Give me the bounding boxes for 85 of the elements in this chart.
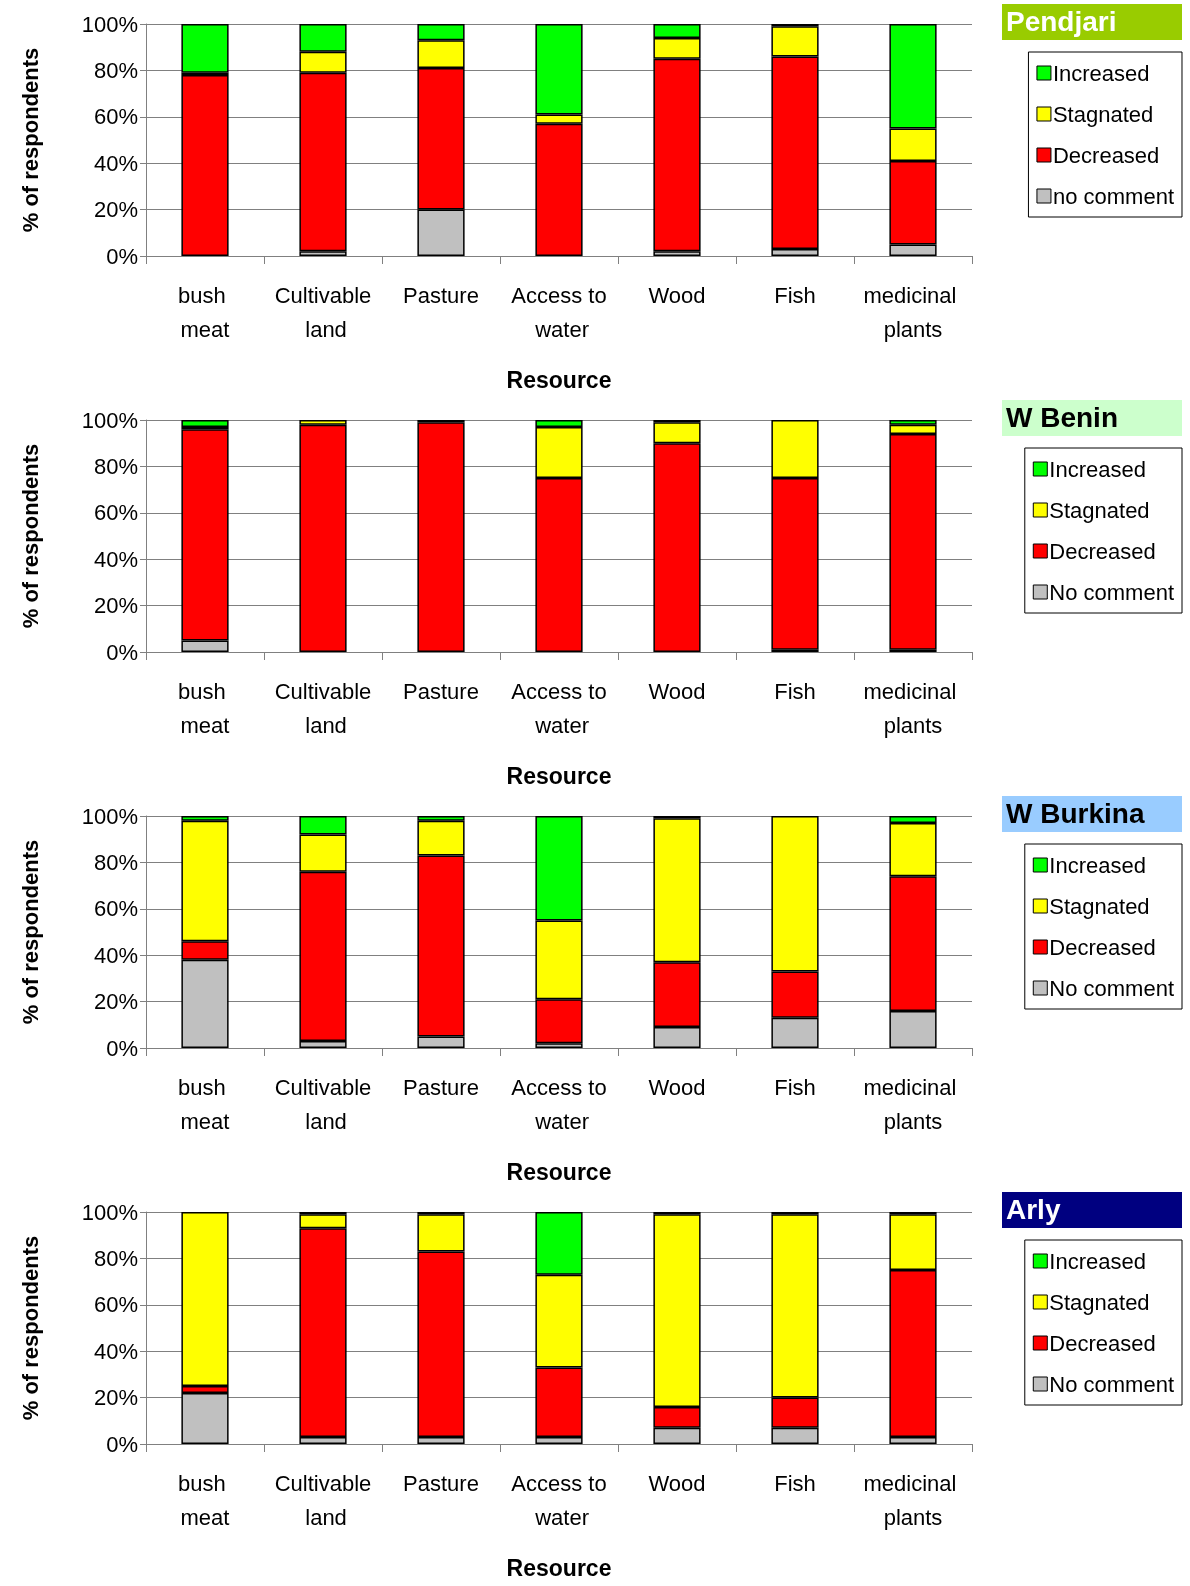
x-axis-title: Resource <box>506 1554 612 1581</box>
legend-title: W Benin <box>1002 400 1182 436</box>
y-tick-label: 20% <box>93 593 138 619</box>
x-axis-title: Resource <box>506 1158 612 1185</box>
x-tick-label: medicinal plants <box>863 1074 963 1134</box>
legend-label: No comment <box>1049 1371 1175 1397</box>
y-tick-label: 100% <box>81 11 138 37</box>
y-axis-title: % of respondents <box>17 839 43 1025</box>
y-tick-label: 60% <box>93 896 138 922</box>
x-tick-label: Access to water <box>511 678 607 738</box>
y-tick-label: 0% <box>106 243 138 269</box>
legend-label: No comment <box>1049 579 1175 605</box>
y-tick-label: 60% <box>93 104 138 130</box>
y-tick-label: 80% <box>93 57 138 83</box>
legend-label: Stagnated <box>1049 893 1150 919</box>
y-axis-title: % of respondents <box>17 47 43 233</box>
legend-label: Increased <box>1049 852 1146 878</box>
x-tick-label: Fish <box>774 1074 816 1100</box>
x-tick-label: bush meat <box>178 1074 232 1134</box>
legend-label: Stagnated <box>1049 497 1150 523</box>
x-tick-label: Fish <box>774 1470 816 1496</box>
y-axis-title: % of respondents <box>17 1235 43 1421</box>
x-tick-label: bush meat <box>178 1470 232 1530</box>
x-tick-label: Cultivable land <box>274 1470 372 1530</box>
y-tick-label: 0% <box>106 1431 138 1457</box>
y-tick-label: 100% <box>81 1199 138 1225</box>
x-tick-label: Cultivable land <box>274 1074 372 1134</box>
x-tick-label: bush meat <box>178 282 232 342</box>
x-axis-title: Resource <box>506 762 612 789</box>
y-tick-label: 80% <box>93 453 138 479</box>
legend-label: No comment <box>1049 975 1175 1001</box>
legend-label: Increased <box>1052 60 1150 86</box>
y-tick-label: 100% <box>81 803 138 829</box>
y-tick-label: 20% <box>93 989 138 1015</box>
legend-label: Decreased <box>1052 142 1160 168</box>
x-tick-label: Cultivable land <box>274 282 372 342</box>
bar <box>181 75 229 256</box>
legend-title: Pendjari <box>1002 4 1182 40</box>
x-tick-label: medicinal plants <box>863 282 963 342</box>
x-tick-label: Wood <box>648 1074 706 1100</box>
y-tick-label: 80% <box>93 849 138 875</box>
legend-label: Increased <box>1049 1248 1146 1274</box>
x-tick-label: Pasture <box>403 678 479 704</box>
legend-label: Decreased <box>1049 1330 1156 1356</box>
x-tick-label: Wood <box>648 282 706 308</box>
y-tick-label: 100% <box>81 407 138 433</box>
bar <box>299 424 347 652</box>
x-tick-label: medicinal plants <box>863 678 963 738</box>
legend-label: no comment <box>1052 183 1175 209</box>
x-tick-label: Cultivable land <box>274 678 372 738</box>
x-tick-label: Pasture <box>403 1074 479 1100</box>
y-tick-label: 80% <box>93 1245 138 1271</box>
x-tick-label: Access to water <box>511 1074 607 1134</box>
x-tick-label: Fish <box>774 678 816 704</box>
x-axis-title: Resource <box>506 366 612 393</box>
y-tick-label: 40% <box>93 150 138 176</box>
legend-title: W Burkina <box>1002 796 1182 832</box>
legend-title: Arly <box>1002 1192 1182 1228</box>
legend-label: Stagnated <box>1052 101 1154 127</box>
y-tick-label: 40% <box>93 942 138 968</box>
x-tick-label: Fish <box>774 282 816 308</box>
legend-label: Stagnated <box>1049 1289 1150 1315</box>
y-tick-label: 40% <box>93 1338 138 1364</box>
legend-label: Decreased <box>1049 538 1156 564</box>
y-tick-label: 60% <box>93 1292 138 1318</box>
x-tick-label: Access to water <box>511 1470 607 1530</box>
x-tick-label: Pasture <box>403 282 479 308</box>
y-tick-label: 60% <box>93 500 138 526</box>
x-tick-label: Wood <box>648 1470 706 1496</box>
x-tick-label: medicinal plants <box>863 1470 963 1530</box>
x-tick-label: bush meat <box>178 678 232 738</box>
x-tick-label: Wood <box>648 678 706 704</box>
bar <box>181 420 229 427</box>
x-tick-label: Pasture <box>403 1470 479 1496</box>
y-tick-label: 20% <box>93 197 138 223</box>
bar <box>417 422 465 652</box>
y-tick-label: 0% <box>106 639 138 665</box>
legend-label: Decreased <box>1049 934 1156 960</box>
x-tick-label: Access to water <box>511 282 607 342</box>
y-axis-title: % of respondents <box>17 443 43 629</box>
bar <box>181 24 229 73</box>
legend-label: Increased <box>1049 456 1146 482</box>
y-tick-label: 40% <box>93 546 138 572</box>
y-tick-label: 20% <box>93 1385 138 1411</box>
y-tick-label: 0% <box>106 1035 138 1061</box>
